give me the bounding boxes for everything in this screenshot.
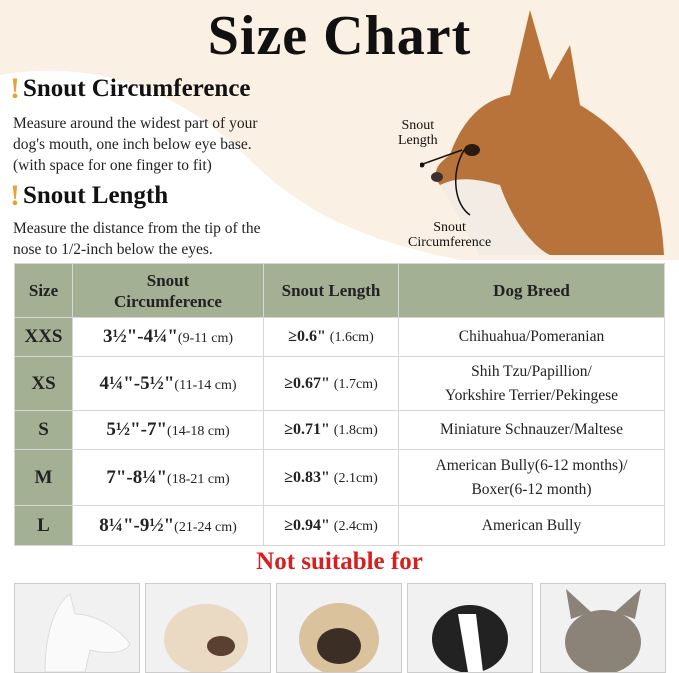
header-circumference: Snout Circumference — [72, 263, 264, 318]
length-cell: ≥0.83" (2.1cm) — [263, 449, 399, 506]
size-cell: XXS — [14, 317, 73, 357]
pug-photo — [276, 583, 402, 673]
size-cell: S — [14, 410, 73, 450]
breed-line: American Bully — [481, 516, 582, 534]
breed-line: Boxer(6-12 month) — [471, 480, 592, 498]
header-size: Size — [14, 263, 73, 318]
table-row: M 7"-8¼"(18-21 cm) ≥0.83" (2.1cm) American … — [14, 449, 665, 506]
breed-line: Miniature Schnauzer/Maltese — [440, 421, 623, 438]
circumference-cell: 8¼"-9½"(21-24 cm) — [72, 505, 264, 546]
table-header: Size Snout Circumference Snout Length Dog… — [14, 263, 665, 318]
breed-line: Shih Tzu/Papillion/ — [471, 362, 592, 380]
size-cell: L — [14, 505, 73, 546]
breed-cell: Miniature Schnauzer/Maltese — [398, 410, 665, 450]
circumference-cell: 3½"-4¼"(9-11 cm) — [72, 317, 264, 357]
size-cell: M — [14, 449, 73, 506]
table-row: XS 4¼"-5½"(11-14 cm) ≥0.67" (1.7cm) Shih Tz… — [14, 356, 665, 411]
breed-cell: Chihuahua/Pomeranian — [398, 317, 665, 357]
length-cell: ≥0.71" (1.8cm) — [263, 410, 399, 450]
heading-snout-length: ! Snout Length — [10, 179, 169, 212]
snout-length-label: Snout Length — [398, 118, 438, 148]
length-cell: ≥0.6" (1.6cm) — [263, 317, 399, 357]
length-cell: ≥0.94" (2.4cm) — [263, 505, 399, 546]
chihuahua-photo — [420, 10, 664, 255]
header-circumference-line: Snout — [146, 270, 190, 290]
not-suitable-heading: Not suitable for — [256, 548, 423, 575]
breed-line: American Bully(6-12 months)/ — [435, 456, 628, 474]
page-title: Size Chart — [207, 5, 472, 67]
table-row: L 8¼"-9½"(21-24 cm) ≥0.94" (2.4cm) American… — [14, 505, 665, 546]
table-row: S 5½"-7"(14-18 cm) ≥0.71" (1.8cm) Miniature… — [14, 410, 665, 450]
length-description: Measure the distance from the tip of the… — [13, 220, 261, 258]
breed-cell: American Bully — [398, 505, 665, 546]
boston-terrier-photo — [407, 583, 533, 673]
breed-cell: Shih Tzu/Papillion/Yorkshire Terrier/Pek… — [398, 356, 665, 411]
breed-line: Yorkshire Terrier/Pekingese — [444, 386, 619, 404]
header-length: Snout Length — [263, 263, 399, 318]
exclamation-icon: ! — [10, 179, 20, 212]
size-cell: XS — [14, 356, 73, 411]
bull-terrier-photo — [14, 583, 140, 673]
table-row: XXS 3½"-4¼"(9-11 cm) ≥0.6" (1.6cm) Chihuahu… — [14, 317, 665, 357]
length-cell: ≥0.67" (1.7cm) — [263, 356, 399, 411]
breed-cell: American Bully(6-12 months)/ Boxer(6-12 m… — [398, 449, 665, 506]
circumference-description: Measure around the widest part of your do… — [13, 115, 258, 174]
circumference-cell: 4¼"-5½"(11-14 cm) — [72, 356, 264, 411]
heading-snout-circumference: ! Snout Circumference — [10, 72, 251, 105]
header-circumference-line: Circumference — [114, 291, 222, 311]
size-table: Size Snout Circumference Snout Length Dog… — [14, 263, 665, 546]
bulldog-photo — [145, 583, 271, 673]
french-bulldog-photo — [540, 583, 666, 673]
breed-line: Chihuahua/Pomeranian — [458, 328, 605, 345]
exclamation-icon: ! — [10, 72, 20, 105]
circumference-cell: 7"-8¼"(18-21 cm) — [72, 449, 264, 506]
header-breed: Dog Breed — [398, 263, 665, 318]
circumference-cell: 5½"-7"(14-18 cm) — [72, 410, 264, 450]
snout-circumference-label: Snout Circumference — [408, 220, 492, 250]
